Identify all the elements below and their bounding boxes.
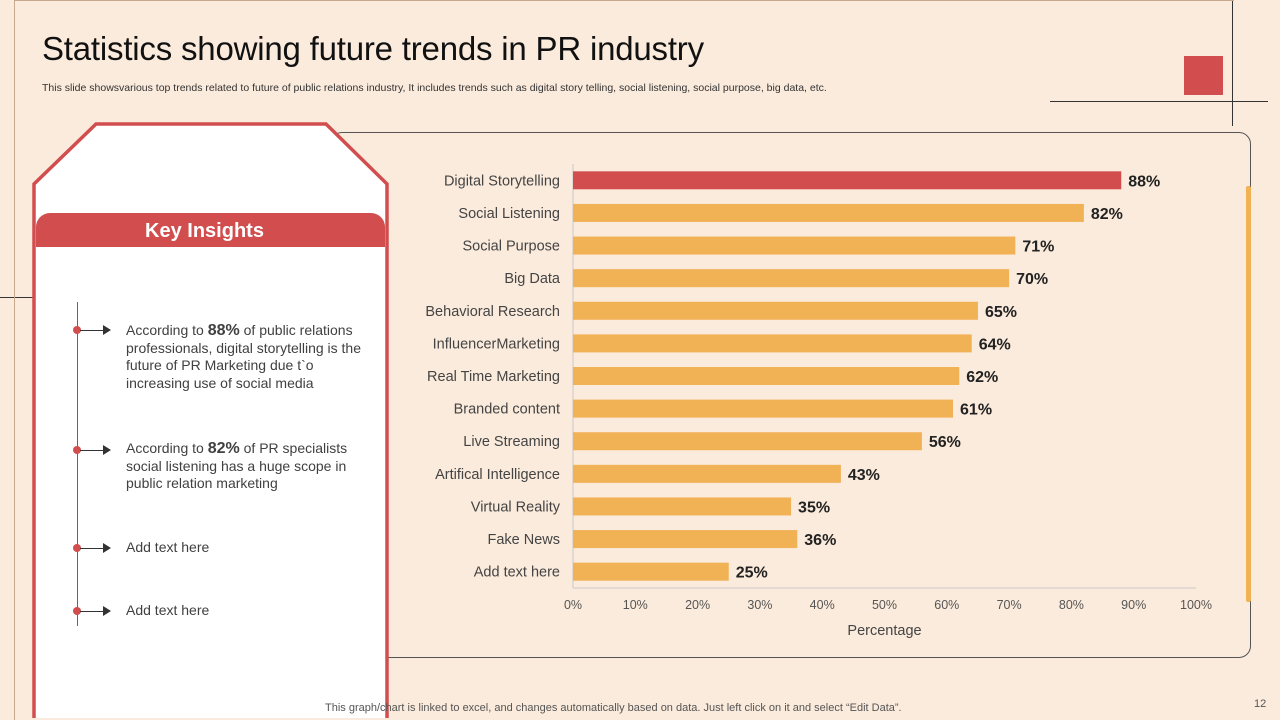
bar bbox=[573, 497, 792, 516]
x-tick-label: 70% bbox=[997, 598, 1022, 612]
data-label: 71% bbox=[1022, 239, 1054, 256]
data-label: 82% bbox=[1091, 206, 1123, 223]
bar bbox=[573, 301, 978, 320]
category-label: InfluencerMarketing bbox=[433, 336, 560, 352]
data-label: 43% bbox=[848, 467, 880, 484]
x-axis-title: Percentage bbox=[847, 623, 921, 639]
category-label: Behavioral Research bbox=[425, 304, 560, 320]
x-tick-label: 50% bbox=[872, 598, 897, 612]
timeline-line bbox=[77, 302, 78, 626]
bar bbox=[573, 236, 1016, 255]
category-label: Social Listening bbox=[458, 206, 560, 222]
footer-note: This graph/chart is linked to excel, and… bbox=[325, 702, 902, 714]
category-label: Branded content bbox=[454, 402, 560, 418]
category-label: Add text here bbox=[474, 565, 560, 581]
x-tick-label: 0% bbox=[564, 598, 582, 612]
data-label: 35% bbox=[798, 499, 830, 516]
data-label: 36% bbox=[804, 532, 836, 549]
bar bbox=[573, 432, 922, 451]
category-label: Real Time Marketing bbox=[427, 369, 560, 385]
x-tick-label: 10% bbox=[623, 598, 648, 612]
data-label: 56% bbox=[929, 434, 961, 451]
x-tick-label: 30% bbox=[747, 598, 772, 612]
page-subtitle: This slide showsvarious top trends relat… bbox=[42, 82, 827, 94]
data-label: 88% bbox=[1128, 173, 1160, 190]
insight-value: 88% bbox=[207, 322, 240, 339]
deco-line-left-vertical bbox=[14, 0, 15, 720]
bar bbox=[573, 562, 729, 581]
bullet-arrow bbox=[73, 445, 111, 455]
insights-card bbox=[32, 122, 389, 718]
bullet-arrow bbox=[73, 325, 111, 335]
category-label: Social Purpose bbox=[462, 239, 560, 255]
category-label: Big Data bbox=[504, 271, 561, 287]
bullet-arrow bbox=[73, 606, 111, 616]
insight-prefix: According to bbox=[126, 322, 208, 338]
bar bbox=[573, 334, 972, 353]
deco-line-top-vertical bbox=[1232, 0, 1233, 126]
insight-value: 82% bbox=[207, 440, 240, 457]
accent-line bbox=[1246, 186, 1251, 602]
insights-heading: Key Insights bbox=[36, 213, 385, 247]
category-label: Live Streaming bbox=[463, 434, 560, 450]
bar bbox=[573, 464, 841, 483]
insight-body: of PR specialists social listening has a… bbox=[126, 440, 348, 491]
page-title: Statistics showing future trends in PR i… bbox=[42, 30, 704, 67]
x-tick-label: 60% bbox=[934, 598, 959, 612]
page-number: 12 bbox=[1254, 698, 1267, 710]
data-label: 25% bbox=[736, 565, 768, 582]
data-label: 62% bbox=[966, 369, 998, 386]
category-label: Digital Storytelling bbox=[444, 173, 560, 189]
x-tick-label: 80% bbox=[1059, 598, 1084, 612]
data-label: 64% bbox=[979, 336, 1011, 353]
deco-line-top-border bbox=[14, 0, 1234, 1]
bar bbox=[573, 269, 1010, 288]
insight-item: Add text here bbox=[126, 602, 210, 618]
insight-item: Add text here bbox=[126, 539, 210, 555]
data-label: 70% bbox=[1016, 271, 1048, 288]
bar bbox=[573, 171, 1122, 190]
category-label: Fake News bbox=[487, 532, 560, 548]
category-label: Artifical Intelligence bbox=[435, 467, 560, 483]
deco-line-top-horizontal bbox=[1050, 101, 1268, 102]
bar bbox=[573, 530, 798, 549]
insight-item: According to 82% of PR specialists socia… bbox=[126, 440, 366, 493]
insight-prefix: According to bbox=[126, 440, 208, 456]
data-label: 61% bbox=[960, 402, 992, 419]
x-tick-label: 100% bbox=[1180, 598, 1212, 612]
x-tick-label: 20% bbox=[685, 598, 710, 612]
category-label: Virtual Reality bbox=[471, 499, 561, 515]
bar bbox=[573, 367, 960, 385]
insight-body: of public relations professionals, digit… bbox=[126, 322, 362, 391]
bar bbox=[573, 203, 1084, 222]
bullet-arrow bbox=[73, 543, 111, 553]
bar bbox=[573, 399, 954, 418]
insights-heading-text: Key Insights bbox=[145, 220, 264, 242]
data-label: 65% bbox=[985, 304, 1017, 321]
insight-item: According to 88% of public relations pro… bbox=[126, 322, 366, 392]
deco-red-square bbox=[1184, 56, 1223, 95]
x-tick-label: 90% bbox=[1121, 598, 1146, 612]
x-tick-label: 40% bbox=[810, 598, 835, 612]
